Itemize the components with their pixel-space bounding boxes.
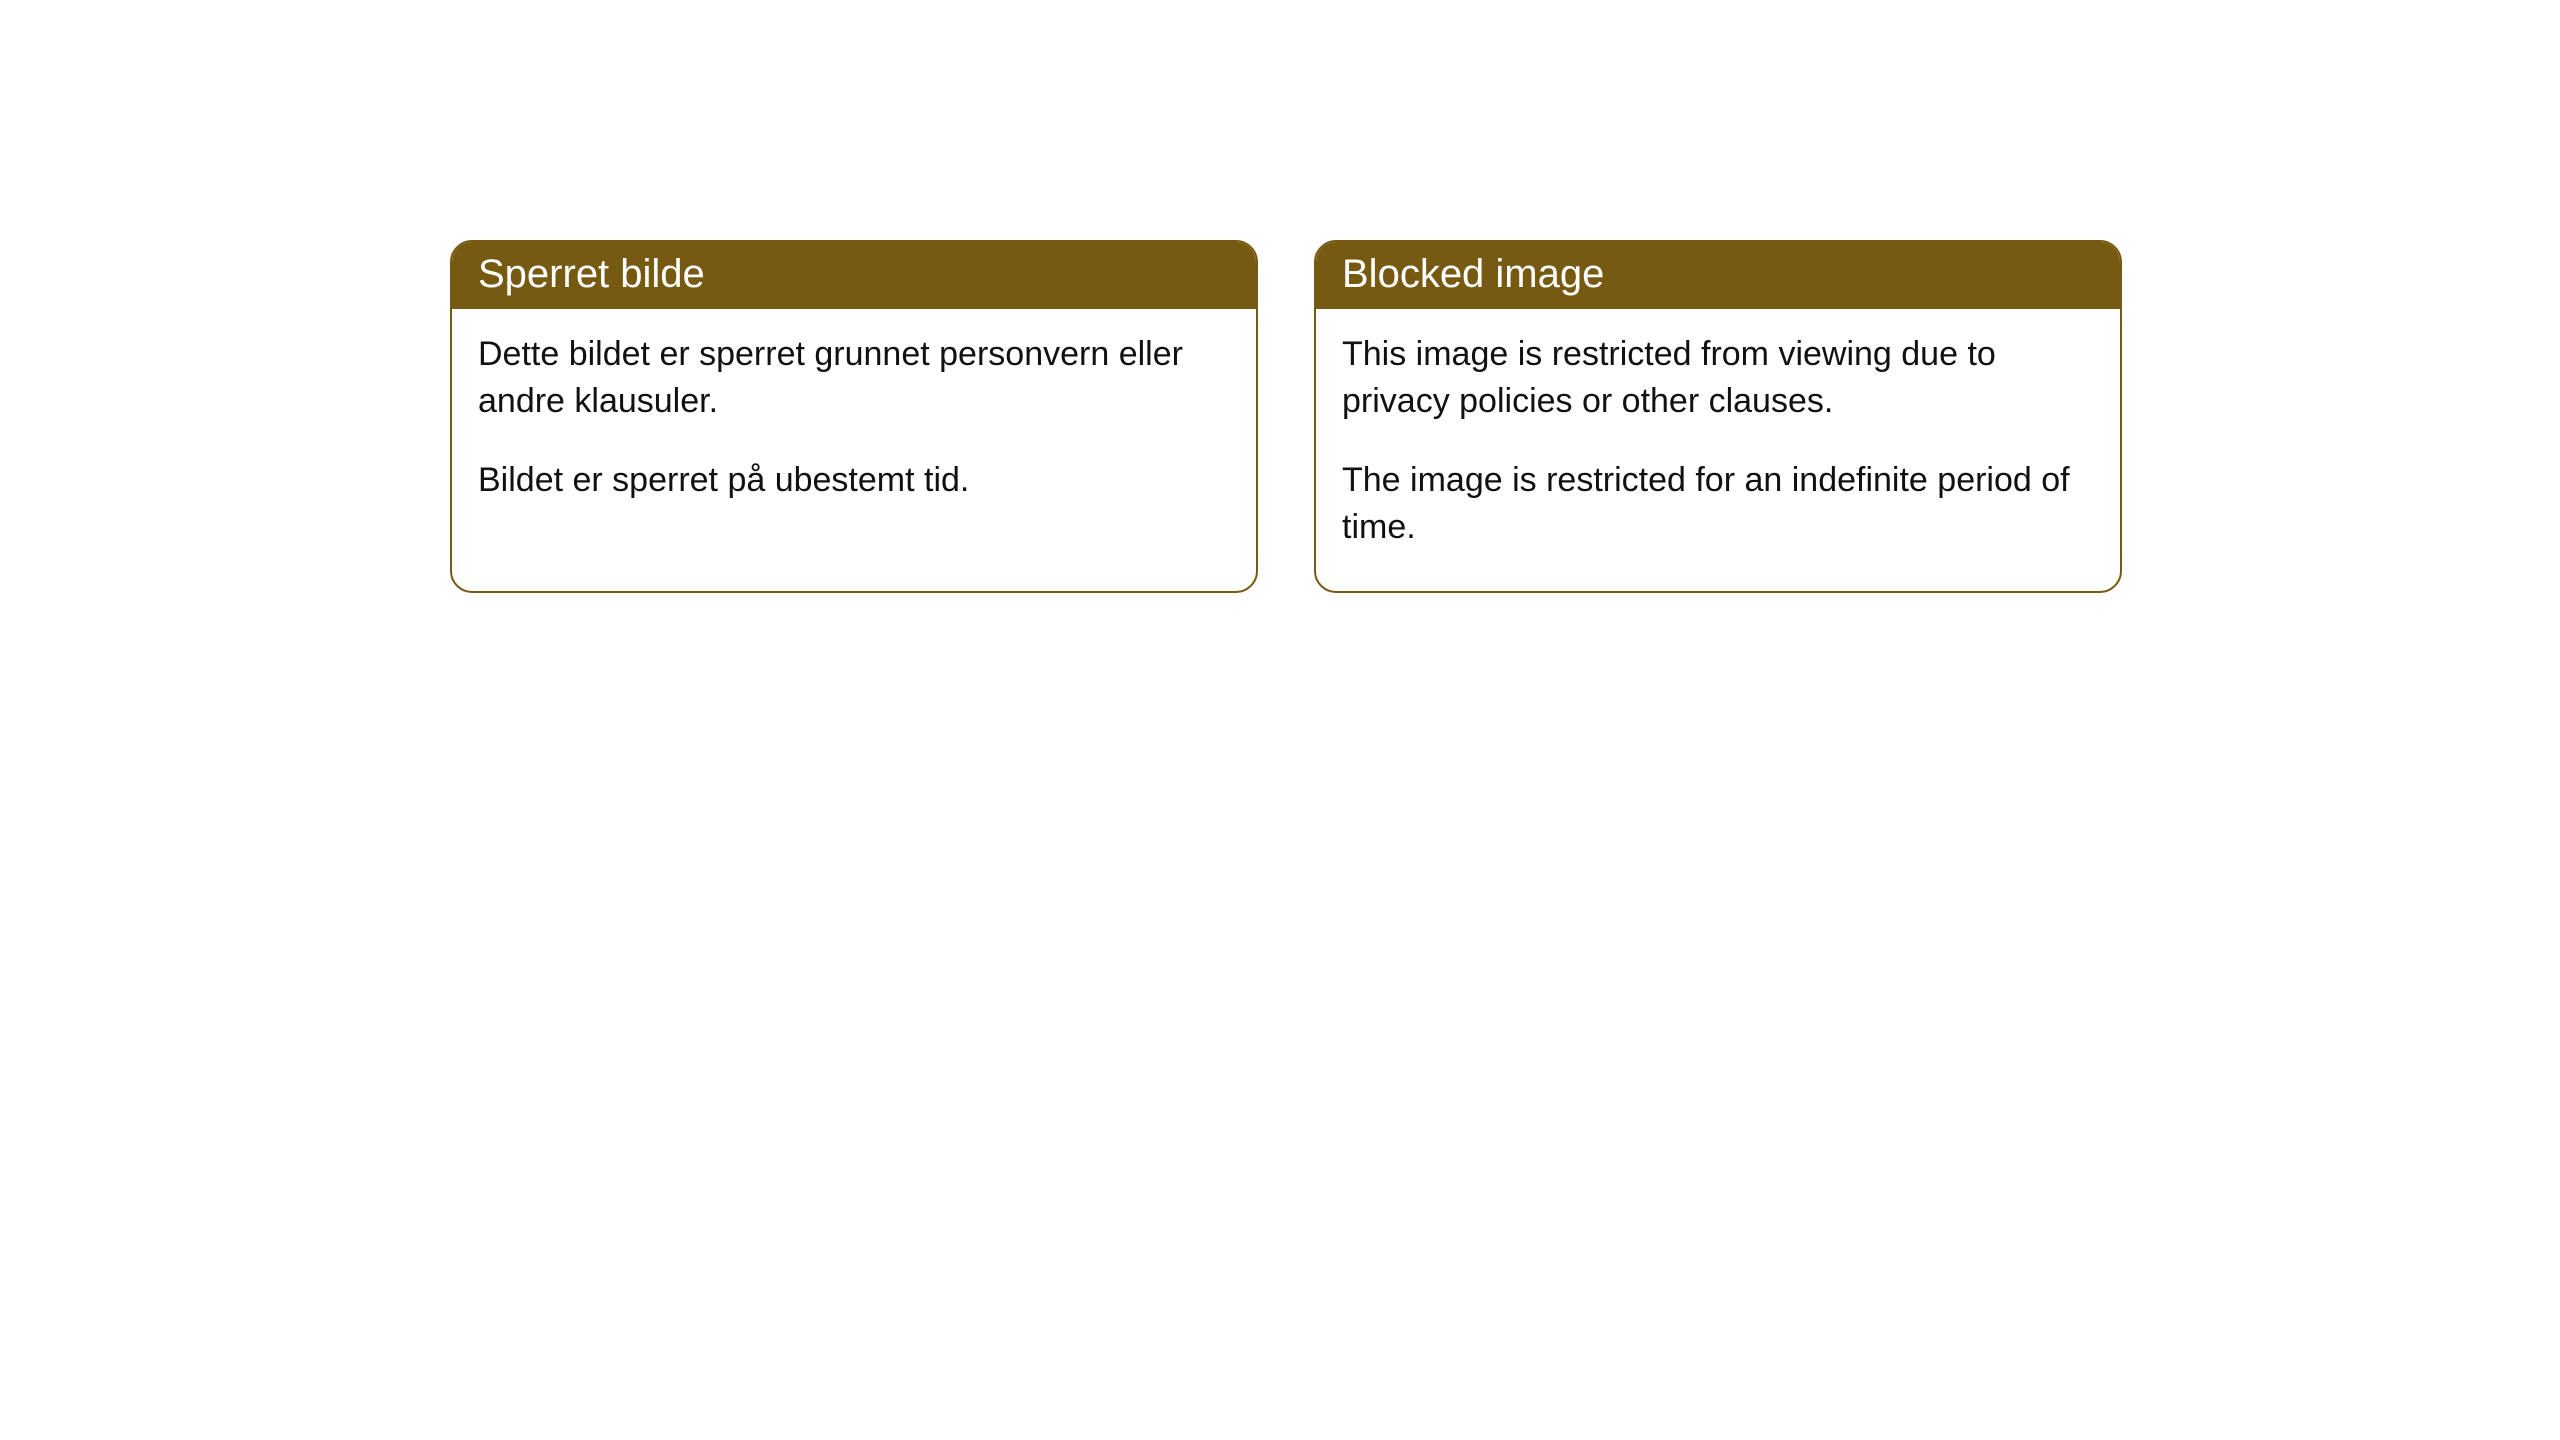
card-header-en: Blocked image <box>1316 242 2120 309</box>
blocked-image-card-no: Sperret bilde Dette bildet er sperret gr… <box>450 240 1258 593</box>
card-paragraph: The image is restricted for an indefinit… <box>1342 457 2094 551</box>
card-body-en: This image is restricted from viewing du… <box>1316 309 2120 591</box>
blocked-image-card-en: Blocked image This image is restricted f… <box>1314 240 2122 593</box>
card-header-no: Sperret bilde <box>452 242 1256 309</box>
notice-cards-container: Sperret bilde Dette bildet er sperret gr… <box>0 0 2560 593</box>
card-body-no: Dette bildet er sperret grunnet personve… <box>452 309 1256 544</box>
card-paragraph: This image is restricted from viewing du… <box>1342 331 2094 425</box>
card-paragraph: Dette bildet er sperret grunnet personve… <box>478 331 1230 425</box>
card-paragraph: Bildet er sperret på ubestemt tid. <box>478 457 1230 504</box>
